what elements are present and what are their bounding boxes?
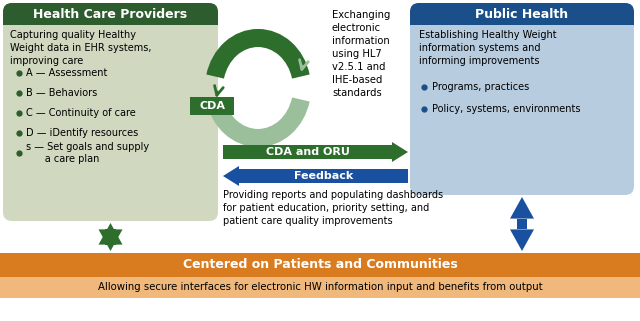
Text: Feedback: Feedback bbox=[294, 171, 353, 181]
Polygon shape bbox=[392, 142, 408, 162]
Bar bbox=[0, 277, 640, 298]
Polygon shape bbox=[510, 197, 534, 219]
Text: Policy, systems, environments: Policy, systems, environments bbox=[432, 104, 580, 114]
Polygon shape bbox=[99, 223, 122, 245]
Text: A — Assessment: A — Assessment bbox=[26, 68, 108, 78]
Text: Allowing secure interfaces for electronic HW information input and benefits from: Allowing secure interfaces for electroni… bbox=[98, 282, 542, 292]
Text: CDA: CDA bbox=[199, 101, 225, 111]
Bar bbox=[239, 169, 408, 183]
Bar bbox=[3, 14, 218, 25]
Text: Programs, practices: Programs, practices bbox=[432, 82, 529, 92]
Text: Centered on Patients and Communities: Centered on Patients and Communities bbox=[182, 258, 458, 272]
Text: s — Set goals and supply
      a care plan: s — Set goals and supply a care plan bbox=[26, 142, 149, 164]
Polygon shape bbox=[223, 166, 239, 186]
Text: D — iDentify resources: D — iDentify resources bbox=[26, 128, 138, 138]
Bar bbox=[516, 219, 527, 230]
FancyBboxPatch shape bbox=[410, 3, 634, 25]
Text: CDA and ORU: CDA and ORU bbox=[266, 147, 349, 157]
FancyBboxPatch shape bbox=[3, 3, 218, 25]
Text: Exchanging
electronic
information
using HL7
v2.5.1 and
IHE-based
standards: Exchanging electronic information using … bbox=[332, 10, 390, 98]
Bar bbox=[190, 97, 234, 115]
Text: Health Care Providers: Health Care Providers bbox=[33, 7, 188, 21]
Polygon shape bbox=[510, 230, 534, 251]
Text: Establishing Healthy Weight
information systems and
informing improvements: Establishing Healthy Weight information … bbox=[419, 30, 557, 65]
Polygon shape bbox=[99, 230, 122, 251]
Text: Capturing quality Healthy
Weight data in EHR systems,
improving care: Capturing quality Healthy Weight data in… bbox=[10, 30, 152, 65]
FancyBboxPatch shape bbox=[3, 3, 218, 221]
Text: Public Health: Public Health bbox=[476, 7, 568, 21]
Text: Providing reports and populating dashboards
for patient education, priority sett: Providing reports and populating dashboa… bbox=[223, 190, 443, 226]
Text: C — Continuity of care: C — Continuity of care bbox=[26, 108, 136, 118]
Bar bbox=[105, 230, 116, 245]
Bar bbox=[0, 253, 640, 277]
Bar bbox=[410, 14, 634, 25]
Text: B — Behaviors: B — Behaviors bbox=[26, 88, 97, 98]
Bar bbox=[223, 145, 392, 159]
FancyBboxPatch shape bbox=[410, 3, 634, 195]
